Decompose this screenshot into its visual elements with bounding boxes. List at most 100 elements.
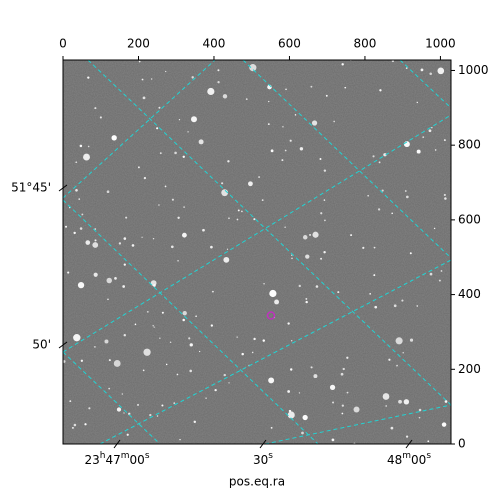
star	[298, 392, 301, 394]
star	[165, 363, 168, 366]
star	[84, 423, 87, 426]
grid-line-dec	[264, 404, 451, 444]
star	[142, 369, 145, 372]
star	[331, 438, 335, 442]
star	[434, 149, 437, 151]
star	[346, 391, 349, 394]
star	[329, 384, 336, 390]
star	[107, 298, 109, 301]
x-tick-label: 400	[203, 37, 226, 51]
star	[340, 372, 344, 376]
star	[253, 218, 256, 221]
star	[174, 151, 177, 155]
star	[433, 227, 436, 230]
star	[228, 382, 230, 384]
star	[126, 433, 129, 436]
star	[223, 373, 226, 377]
star	[258, 176, 260, 178]
star	[191, 116, 197, 123]
star	[123, 237, 127, 240]
star	[123, 333, 126, 337]
star	[315, 285, 319, 288]
star	[177, 260, 179, 262]
star	[253, 337, 256, 341]
star	[241, 210, 243, 213]
star	[165, 70, 167, 73]
star	[285, 88, 287, 91]
star	[362, 246, 365, 249]
x-tick-label: 800	[353, 37, 376, 51]
star	[69, 400, 72, 403]
star	[299, 147, 304, 151]
star	[202, 228, 205, 232]
star	[156, 415, 159, 417]
grid-line-ra	[63, 351, 161, 444]
star	[323, 199, 326, 201]
star	[94, 239, 97, 242]
coordinate-grid	[63, 60, 451, 444]
star	[73, 334, 81, 342]
star	[87, 76, 90, 79]
star	[320, 257, 323, 260]
star	[187, 131, 189, 133]
image-noise	[63, 60, 451, 444]
star	[431, 126, 433, 129]
star	[159, 337, 161, 339]
star	[198, 139, 204, 145]
star	[346, 356, 349, 359]
star	[207, 87, 215, 96]
star	[416, 101, 419, 104]
star	[227, 160, 230, 163]
star	[195, 315, 197, 318]
star	[263, 283, 265, 285]
star	[211, 290, 214, 293]
star	[350, 234, 353, 237]
star	[353, 406, 360, 413]
star	[427, 440, 430, 443]
star	[420, 68, 424, 72]
star	[152, 237, 155, 240]
ra-tick-label: 30s	[253, 451, 273, 467]
star	[444, 197, 447, 200]
star	[398, 399, 402, 404]
star	[251, 351, 254, 354]
star	[381, 189, 384, 192]
star	[151, 78, 153, 80]
star	[373, 246, 376, 249]
star	[118, 242, 122, 245]
star	[305, 297, 308, 300]
star	[291, 254, 293, 256]
star	[94, 107, 97, 110]
x-tick-label: 600	[278, 37, 301, 51]
star	[291, 257, 293, 260]
star	[67, 271, 70, 274]
grid-line-ra	[399, 60, 451, 109]
star	[108, 387, 111, 390]
star	[75, 188, 78, 192]
star	[161, 311, 164, 314]
star	[183, 206, 185, 208]
star	[428, 129, 432, 133]
star	[382, 393, 390, 400]
star	[78, 198, 81, 200]
star	[438, 279, 441, 282]
star	[261, 199, 264, 201]
star	[437, 67, 445, 75]
ra-tick-label: 23h47m00s	[84, 451, 149, 467]
star	[123, 263, 126, 266]
star	[94, 346, 96, 348]
star	[409, 252, 412, 255]
star	[287, 322, 290, 325]
star	[301, 431, 304, 435]
star	[182, 232, 187, 238]
star	[65, 225, 68, 228]
star	[143, 176, 147, 180]
star	[137, 166, 140, 169]
star	[287, 390, 291, 393]
grid-line-ra	[242, 60, 451, 259]
grid-line-dec	[63, 60, 216, 199]
star	[341, 63, 344, 66]
star	[309, 233, 312, 236]
marker	[266, 311, 276, 320]
